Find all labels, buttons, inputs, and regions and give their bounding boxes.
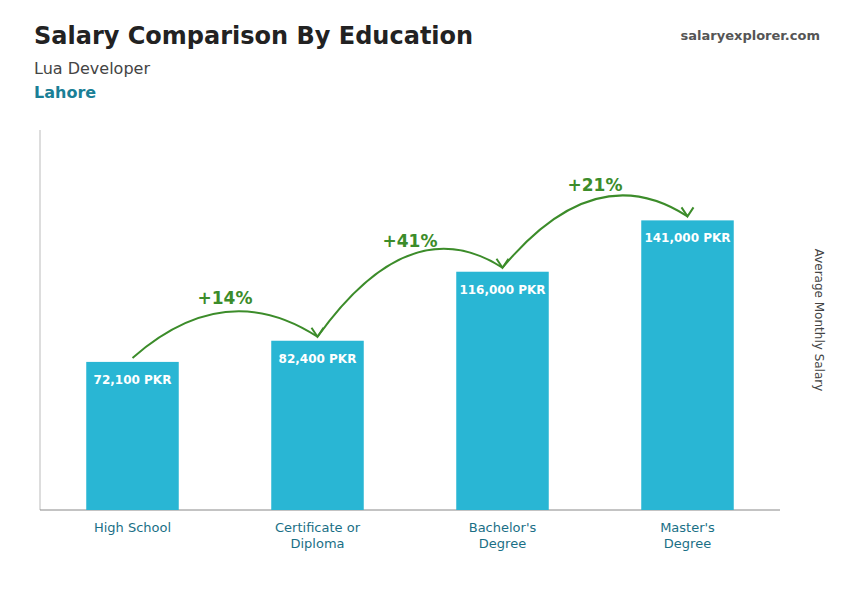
x-tick-label-line: Degree xyxy=(664,536,711,551)
annotation: +21% xyxy=(568,175,623,195)
bars xyxy=(86,220,734,510)
annotation: +14% xyxy=(198,288,253,308)
x-tick-label-line: Degree xyxy=(479,536,526,551)
y-axis-label: Average Monthly Salary xyxy=(812,249,826,392)
data-label: 72,100 PKR xyxy=(94,373,172,387)
bar xyxy=(641,220,734,510)
labels: +14% +41% +21% 72,100 PKR 82,400 PKR 116,000 … xyxy=(94,175,731,551)
bar xyxy=(456,272,549,510)
bar xyxy=(271,341,364,510)
chart-container: Salary Comparison By Education Lua Develo… xyxy=(0,0,850,606)
arcs xyxy=(133,195,694,358)
y-axis-line xyxy=(40,130,41,510)
arrow-head xyxy=(682,207,694,216)
x-tick-label-line: Diploma xyxy=(290,536,344,551)
x-tick-label-line: High School xyxy=(94,520,171,535)
data-label: 82,400 PKR xyxy=(279,352,357,366)
background xyxy=(0,0,850,606)
x-tick-label-line: Certificate or xyxy=(275,520,361,535)
data-label: 116,000 PKR xyxy=(459,283,545,297)
annotation: +41% xyxy=(383,231,438,251)
bar xyxy=(86,362,179,510)
x-tick-label: Certificate orDiploma xyxy=(275,520,361,551)
data-label: 141,000 PKR xyxy=(644,231,730,245)
x-tick-label-line: Bachelor's xyxy=(469,520,537,535)
subtitle: Lua Developer xyxy=(34,59,150,78)
x-tick-label: Master'sDegree xyxy=(660,520,715,551)
x-tick-label: High School xyxy=(94,520,171,535)
location: Lahore xyxy=(34,83,96,102)
source: salaryexplorer.com xyxy=(681,28,820,43)
title: Salary Comparison By Education xyxy=(34,22,473,50)
x-tick-label-line: Master's xyxy=(660,520,715,535)
x-tick-label: Bachelor'sDegree xyxy=(469,520,537,551)
chart-svg: Salary Comparison By Education Lua Develo… xyxy=(0,0,850,606)
